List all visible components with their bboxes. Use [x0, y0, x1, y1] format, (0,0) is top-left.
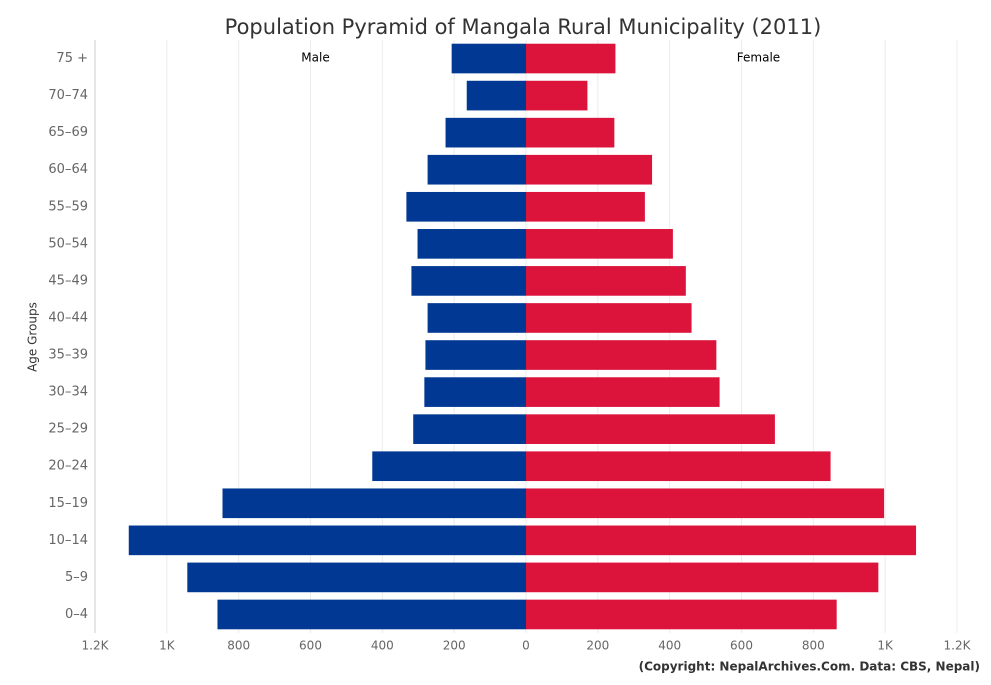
y-tick-label: 35–39: [48, 348, 88, 363]
bar: [217, 599, 526, 630]
bar: [526, 191, 645, 222]
bar: [187, 562, 526, 593]
credit: (Copyright: NepalArchives.Com. Data: CBS…: [639, 660, 980, 674]
bar: [526, 80, 588, 111]
y-tick-label: 10–14: [48, 533, 88, 548]
x-tick-label: 600: [299, 639, 322, 653]
y-tick-label: 45–49: [48, 273, 88, 288]
bar: [526, 43, 616, 74]
bar: [445, 117, 526, 148]
x-tick-label: 400: [371, 639, 394, 653]
y-tick-label: 15–19: [48, 496, 88, 511]
x-tick-label: 400: [658, 639, 681, 653]
bar: [526, 488, 885, 519]
bar: [411, 266, 526, 296]
bar: [413, 414, 526, 444]
y-tick-label: 30–34: [48, 385, 88, 400]
bar: [526, 340, 717, 370]
x-tick-label: 600: [730, 639, 753, 653]
series-label: Female: [737, 51, 780, 65]
bar: [406, 191, 526, 222]
bar: [526, 451, 831, 482]
x-tick-label: 200: [443, 639, 466, 653]
x-tick-label: 1K: [877, 639, 894, 653]
bar: [526, 303, 692, 333]
bar: [425, 340, 526, 370]
bar: [526, 377, 720, 407]
x-tick-label: 800: [227, 639, 250, 653]
y-tick-label: 50–54: [48, 236, 88, 251]
bar: [526, 562, 879, 593]
bar: [222, 488, 527, 519]
x-tick-label: 1.2K: [82, 639, 110, 653]
y-tick-label: 70–74: [48, 88, 88, 103]
bar: [424, 377, 526, 407]
y-tick-label: 60–64: [48, 162, 88, 177]
bar: [128, 525, 527, 556]
y-tick-label: 0–4: [65, 607, 88, 622]
series-label: Male: [301, 51, 329, 65]
bar: [427, 154, 526, 185]
y-tick-label: 75 +: [56, 51, 88, 66]
y-tick-label: 5–9: [65, 570, 88, 585]
y-tick-label: 55–59: [48, 199, 88, 214]
y-axis-title: Age Groups: [26, 302, 40, 372]
bar: [417, 229, 526, 259]
x-tick-label: 200: [586, 639, 609, 653]
bar: [526, 599, 837, 630]
bar: [427, 303, 526, 333]
y-tick-label: 25–29: [48, 422, 88, 437]
bar: [526, 229, 673, 259]
y-tick-label: 20–24: [48, 459, 88, 474]
bar: [372, 451, 526, 482]
x-tick-label: 1K: [159, 639, 176, 653]
x-tick-label: 1.2K: [944, 639, 972, 653]
chart-title: Population Pyramid of Mangala Rural Muni…: [225, 15, 822, 39]
bar: [526, 266, 686, 296]
bar: [526, 525, 917, 556]
bar: [451, 43, 526, 74]
bar: [526, 414, 775, 444]
x-tick-label: 800: [802, 639, 825, 653]
bar: [466, 80, 526, 111]
bar: [526, 154, 653, 185]
x-tick-label: 0: [522, 639, 530, 653]
bar: [526, 117, 615, 148]
y-tick-label: 40–44: [48, 310, 88, 325]
y-tick-label: 65–69: [48, 125, 88, 140]
